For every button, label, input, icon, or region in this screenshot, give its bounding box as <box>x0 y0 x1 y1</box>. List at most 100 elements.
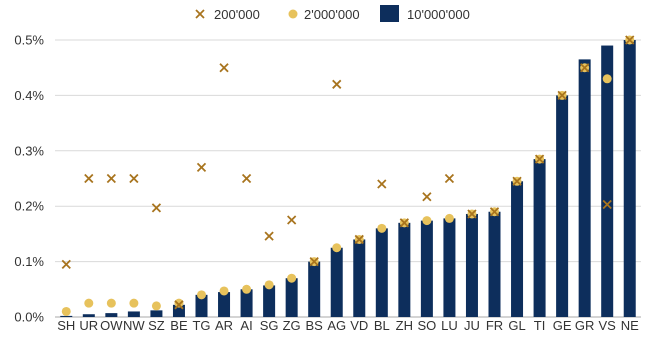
x-tick-label: VD <box>350 318 368 333</box>
dot-point <box>84 298 94 308</box>
cross-point <box>84 173 94 184</box>
dot-series <box>61 35 635 316</box>
x-tick-label: BS <box>306 318 324 333</box>
bar <box>195 294 208 317</box>
x-tick-label: LU <box>441 318 458 333</box>
cross-point <box>196 162 207 173</box>
cross-point <box>399 218 409 228</box>
bar <box>533 159 546 317</box>
x-tick-label: UR <box>79 318 98 333</box>
x-tick-label: ZG <box>283 318 301 333</box>
bar <box>150 310 163 317</box>
legend-item-10000000: 10'000'000 <box>380 5 470 22</box>
dot-point <box>174 298 184 308</box>
cross-point <box>174 300 184 310</box>
legend: 200'000 2'000'000 10'000'000 <box>195 5 470 22</box>
bar <box>556 95 569 318</box>
bar <box>308 261 321 317</box>
y-tick-label: 0.0% <box>14 310 44 325</box>
y-tick-label: 0.4% <box>14 88 44 103</box>
bar <box>398 222 411 317</box>
cross-point <box>354 234 364 245</box>
legend-item-2000000: 2'000'000 <box>288 7 360 22</box>
legend-dot-marker <box>288 9 298 19</box>
y-tick-label: 0.3% <box>14 143 44 158</box>
x-tick-label: TI <box>534 318 546 333</box>
bar <box>285 278 298 317</box>
dot-point <box>602 74 612 84</box>
cross-point <box>489 207 500 217</box>
y-tick-label: 0.1% <box>14 254 44 269</box>
bar <box>127 311 140 317</box>
dot-point <box>151 301 161 311</box>
cross-point <box>377 179 387 189</box>
cross-point <box>512 176 522 186</box>
bar <box>60 315 73 317</box>
x-tick-label: SH <box>57 318 75 333</box>
x-tick-label: AG <box>327 318 346 333</box>
bar <box>218 292 231 317</box>
dot-point <box>129 298 139 308</box>
dot-point <box>422 216 432 226</box>
cross-point <box>241 173 252 184</box>
x-tick-label: GE <box>553 318 572 333</box>
bar <box>488 211 501 317</box>
x-tick-label: VS <box>599 318 617 333</box>
bar <box>105 313 118 317</box>
x-tick-label: TG <box>192 318 210 333</box>
x-tick-label: GL <box>508 318 525 333</box>
dot-point <box>197 290 206 300</box>
x-tick-label: GR <box>575 318 595 333</box>
cross-point <box>309 256 319 267</box>
cross-point <box>287 215 297 225</box>
bar <box>443 218 456 317</box>
x-tick-label: BE <box>170 318 188 333</box>
x-tick-label: NE <box>621 318 639 333</box>
bar <box>375 228 388 317</box>
cross-point <box>444 173 455 184</box>
y-axis-ticks: 0.0% 0.1% 0.2% 0.3% 0.4% 0.5% <box>14 33 44 325</box>
bar <box>263 285 276 317</box>
cross-point <box>61 259 71 270</box>
bar <box>330 247 343 317</box>
bar <box>601 45 614 317</box>
bar <box>420 220 433 317</box>
dot-point <box>219 286 229 296</box>
cross-point <box>534 154 545 164</box>
dot-point <box>106 298 116 308</box>
x-tick-label: FR <box>486 318 503 333</box>
dot-point <box>264 280 274 290</box>
dot-point <box>332 243 342 253</box>
x-tick-label: JU <box>464 318 480 333</box>
cross-point <box>467 209 477 219</box>
bar <box>578 59 591 317</box>
x-tick-label: AR <box>215 318 233 333</box>
bar <box>82 314 95 317</box>
dot-point <box>242 284 252 294</box>
dot-point <box>61 306 71 316</box>
legend-cross-marker <box>195 9 205 19</box>
cross-point <box>219 63 229 73</box>
x-tick-label: SO <box>417 318 436 333</box>
x-tick-label: AI <box>240 318 252 333</box>
x-tick-label: SZ <box>148 318 165 333</box>
bar <box>511 181 524 317</box>
legend-label-2000000: 2'000'000 <box>304 7 360 22</box>
cross-point <box>264 231 274 241</box>
x-tick-label: BL <box>374 318 390 333</box>
dot-point <box>287 273 297 283</box>
legend-label-200000: 200'000 <box>214 7 260 22</box>
bar <box>623 40 636 317</box>
cross-point <box>332 79 342 89</box>
cross-point <box>422 192 432 202</box>
cross-point <box>625 35 635 45</box>
cross-point <box>557 90 567 101</box>
dot-point <box>444 213 454 223</box>
x-tick-label: OW <box>100 318 123 333</box>
cross-point <box>602 199 612 210</box>
y-tick-label: 0.2% <box>14 199 44 214</box>
cross-point <box>580 63 590 73</box>
cross-series <box>61 35 635 310</box>
